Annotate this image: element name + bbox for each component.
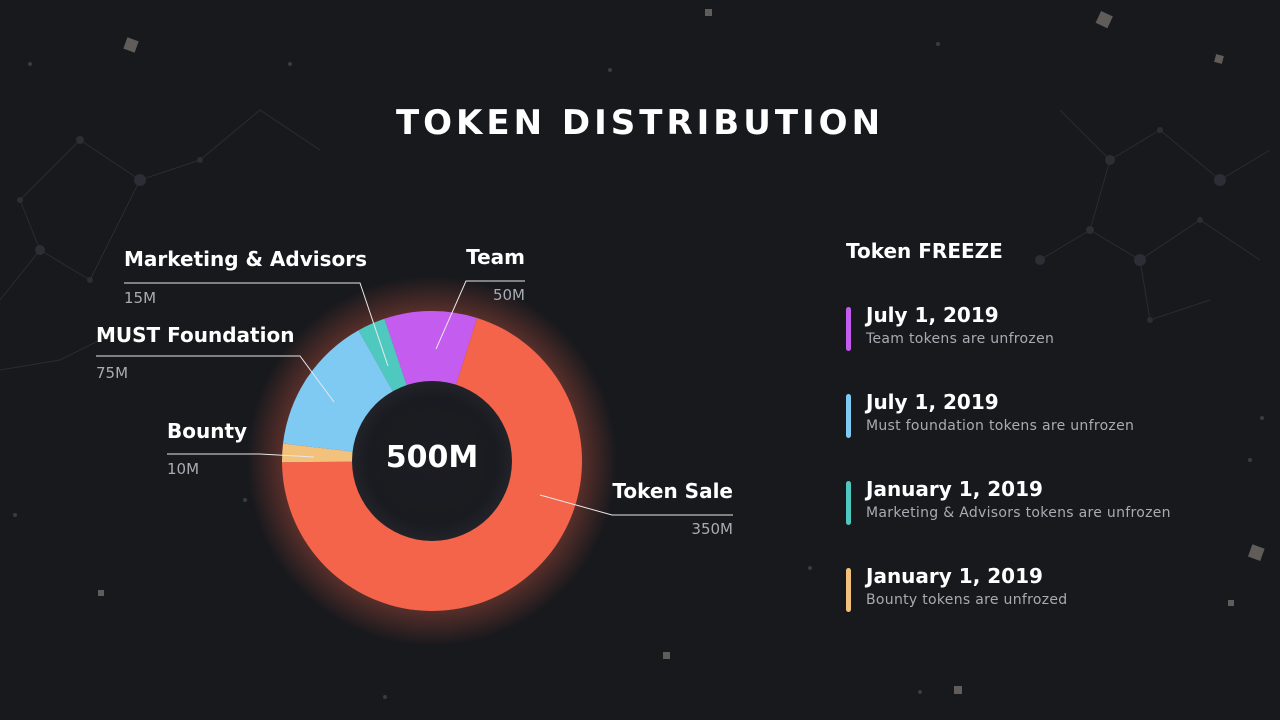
page-title: TOKEN DISTRIBUTION <box>395 103 885 143</box>
event-description: Bounty tokens are unfrozed <box>866 592 1068 608</box>
freeze-event: January 1, 2019 Bounty tokens are unfroz… <box>846 564 1246 614</box>
leader-line-marketing <box>124 282 389 367</box>
event-color-bar <box>846 568 851 612</box>
leader-line-token-sale <box>539 494 733 516</box>
leader-lines <box>96 280 733 516</box>
label-must-foundation: MUST Foundation <box>96 323 295 347</box>
label-bounty: Bounty <box>167 419 248 443</box>
event-date: July 1, 2019 <box>866 390 999 414</box>
freeze-event: July 1, 2019 Must foundation tokens are … <box>846 390 1246 440</box>
value-must-foundation: 75M <box>96 364 129 382</box>
event-color-bar <box>846 307 851 351</box>
total-supply-label: 500M <box>385 440 479 475</box>
event-date: January 1, 2019 <box>866 564 1043 588</box>
value-bounty: 10M <box>167 460 200 478</box>
event-date: January 1, 2019 <box>866 477 1043 501</box>
label-team: Team <box>466 245 525 269</box>
leader-line-team <box>435 280 525 350</box>
value-marketing-advisors: 15M <box>124 289 157 307</box>
event-description: Must foundation tokens are unfrozen <box>866 418 1135 434</box>
value-token-sale: 350M <box>691 520 733 538</box>
value-team: 50M <box>492 286 525 304</box>
freeze-event: July 1, 2019 Team tokens are unfrozen <box>846 303 1246 353</box>
event-description: Team tokens are unfrozen <box>866 331 1055 347</box>
event-color-bar <box>846 481 851 525</box>
donut-hole <box>352 381 512 541</box>
event-color-bar <box>846 394 851 438</box>
leader-line-bounty <box>167 453 315 458</box>
freeze-title: Token FREEZE <box>846 239 1003 263</box>
label-token-sale: Token Sale <box>612 479 733 503</box>
event-date: July 1, 2019 <box>866 303 999 327</box>
freeze-event: January 1, 2019 Marketing & Advisors tok… <box>846 477 1246 527</box>
event-description: Marketing & Advisors tokens are unfrozen <box>866 505 1171 521</box>
label-marketing-advisors: Marketing & Advisors <box>124 247 368 271</box>
leader-line-must-foundation <box>96 355 335 403</box>
